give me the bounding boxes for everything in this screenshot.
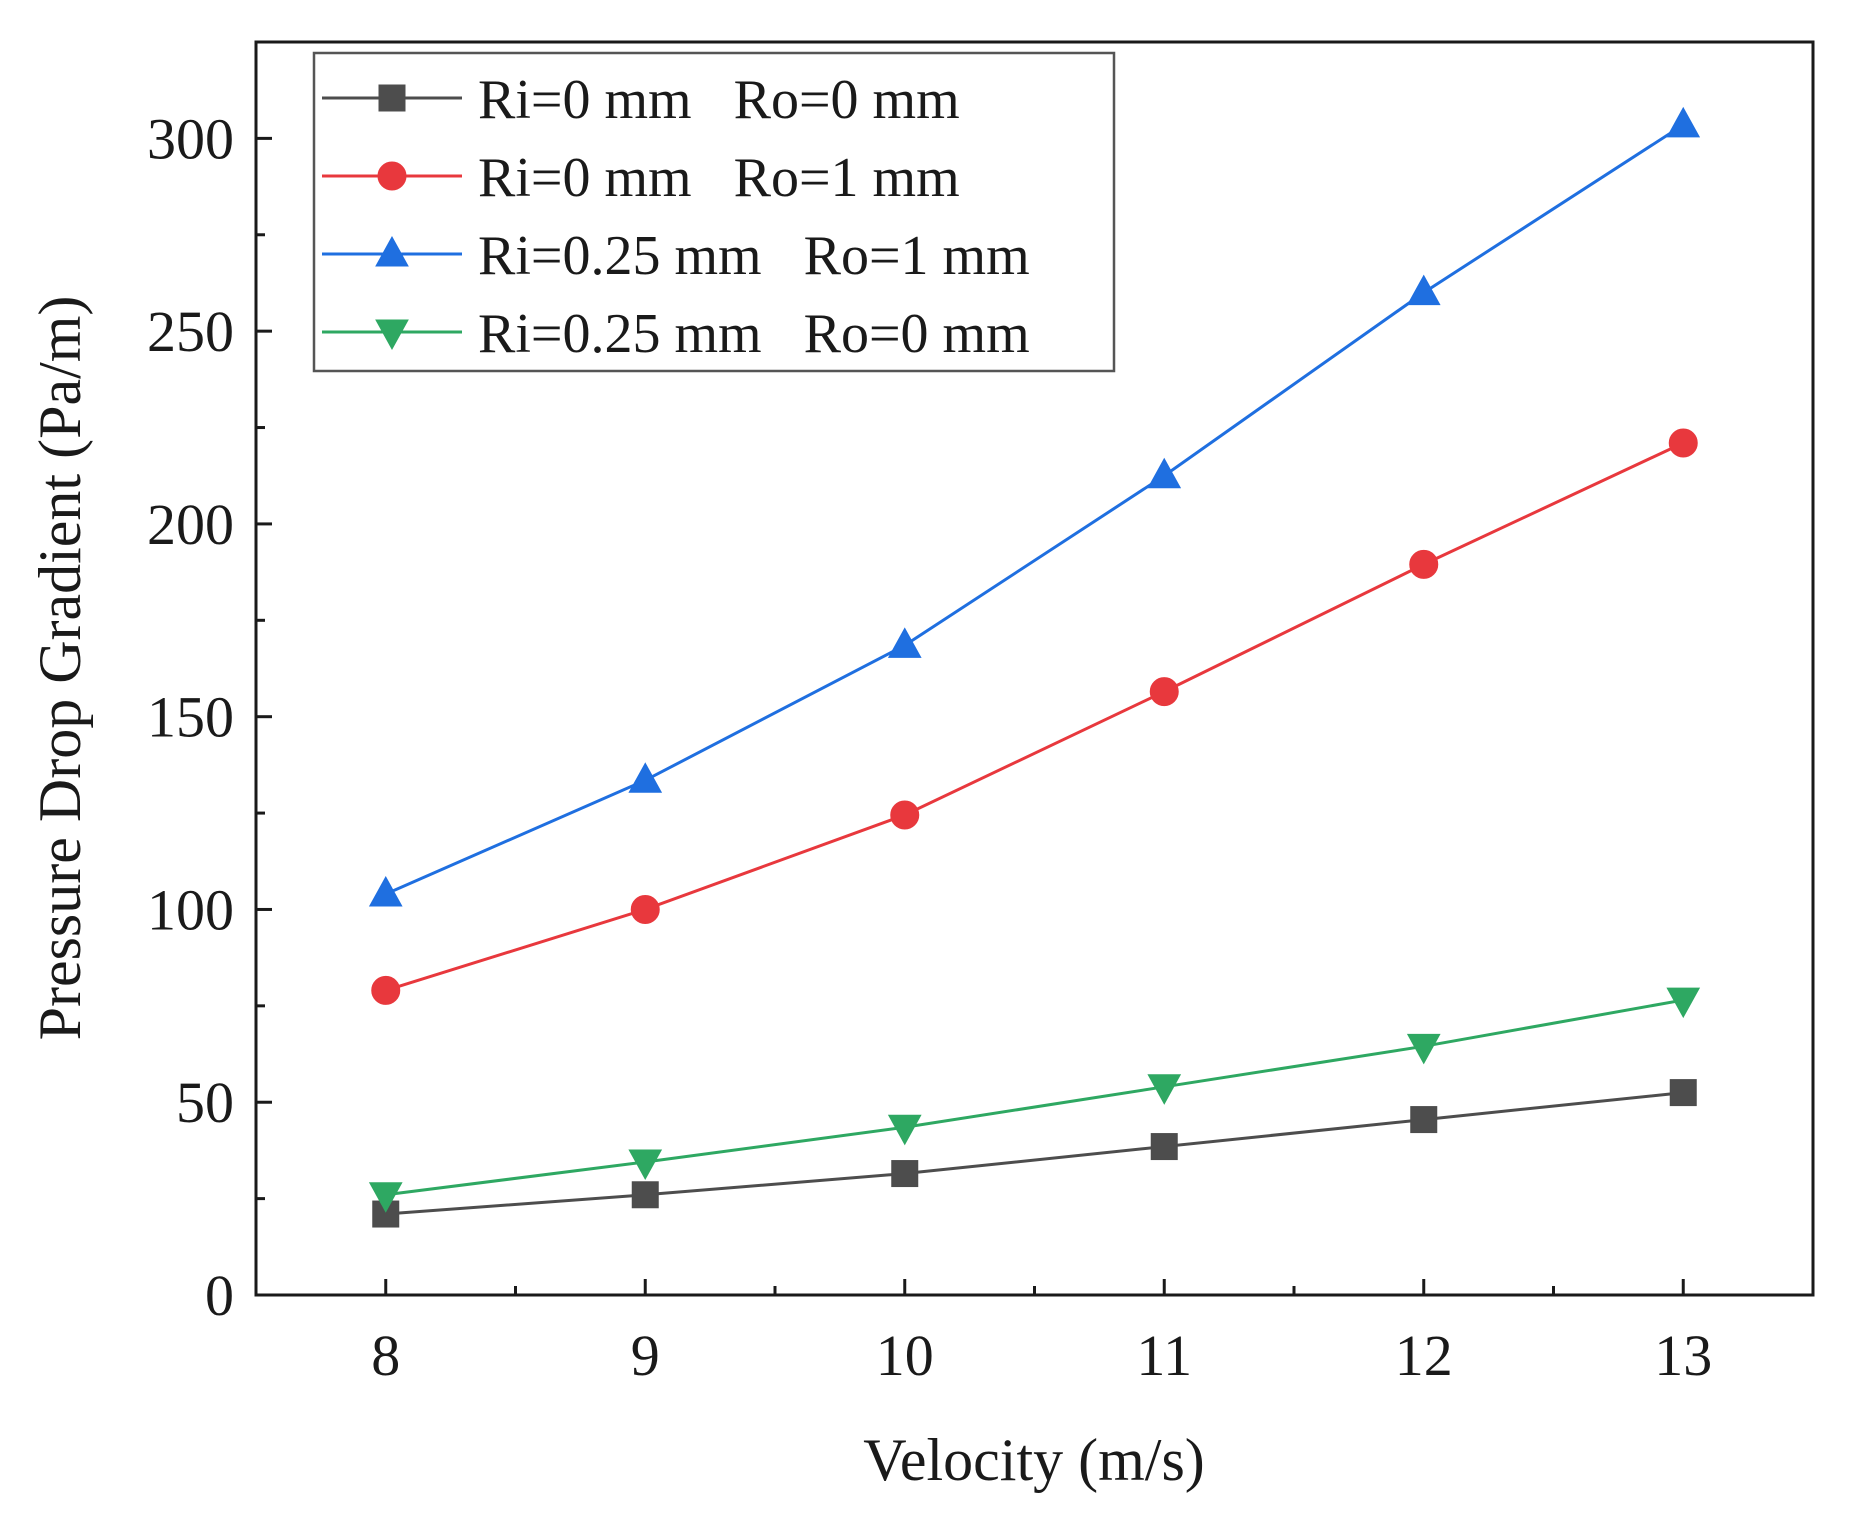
x-tick-label: 13 (1654, 1323, 1712, 1388)
series-3 (368, 106, 1701, 907)
axis-ticks: 8 9 10 11 12 13 0 50 100 150 200 250 300 (147, 40, 1712, 1388)
legend-box (312, 51, 1116, 373)
legend-label-2: Ri=0 mm Ro=1 mm (478, 147, 960, 209)
x-tick-label: 9 (631, 1323, 660, 1388)
series-4-point (1406, 1033, 1441, 1065)
series-3-point (368, 876, 403, 907)
series-4-point (1147, 1074, 1182, 1105)
legend-marker-4 (375, 319, 409, 351)
y-tick-label: 150 (147, 685, 234, 750)
series-3-line (385, 123, 1685, 896)
series-1-point (631, 1181, 659, 1209)
x-tick-label: 10 (876, 1323, 934, 1388)
series-2-point (630, 894, 660, 924)
y-tick-label: 0 (205, 1263, 234, 1328)
legend-marker-2 (377, 161, 407, 191)
series-1-line (385, 1091, 1684, 1216)
y-tick-label: 300 (147, 106, 234, 171)
legend-marker-3 (375, 235, 409, 267)
x-tick-label: 11 (1136, 1323, 1192, 1388)
series-4-point (887, 1114, 922, 1146)
series-2-point (1668, 428, 1698, 458)
series-2-line (385, 441, 1684, 992)
y-tick-label: 250 (147, 299, 234, 364)
y-tick-label: 100 (147, 877, 234, 942)
series-4-point (628, 1149, 663, 1181)
series-2-point (890, 800, 920, 830)
series-4 (368, 987, 1701, 1213)
series-1-point (1150, 1133, 1178, 1161)
series-4-line (385, 998, 1684, 1197)
y-tick-label: 200 (147, 492, 234, 557)
legend: Ri=0 mm Ro=0 mm Ri=0 mm Ro=1 mm Ri=0.25 mm… (312, 51, 1116, 373)
x-tick-label: 8 (371, 1323, 400, 1388)
series-2 (371, 428, 1698, 1005)
y-axis-title: Pressure Drop Gradient (Pa/m) (27, 296, 93, 1041)
series-1 (372, 1079, 1697, 1228)
series-4-point (368, 1182, 403, 1213)
legend-marker-1 (378, 84, 406, 112)
series-3-point (887, 627, 922, 658)
series-layer (368, 106, 1701, 1228)
y-tick-label: 50 (176, 1070, 234, 1135)
series-3-point (1147, 457, 1182, 489)
legend-label-3: Ri=0.25 mm Ro=1 mm (478, 225, 1030, 287)
legend-label-1: Ri=0 mm Ro=0 mm (478, 69, 960, 131)
series-3-point (628, 762, 663, 793)
series-4-point (1666, 987, 1701, 1019)
series-1-point (1669, 1079, 1697, 1107)
series-1-point (1410, 1106, 1438, 1134)
x-axis-title: Velocity (m/s) (863, 1427, 1205, 1493)
series-2-point (371, 975, 401, 1005)
series-3-point (1406, 274, 1441, 306)
series-2-point (1409, 549, 1439, 579)
series-1-point (891, 1160, 919, 1188)
x-tick-label: 12 (1395, 1323, 1453, 1388)
legend-label-4: Ri=0.25 mm Ro=0 mm (478, 303, 1030, 365)
series-3-point (1666, 106, 1701, 138)
series-2-point (1149, 677, 1179, 707)
